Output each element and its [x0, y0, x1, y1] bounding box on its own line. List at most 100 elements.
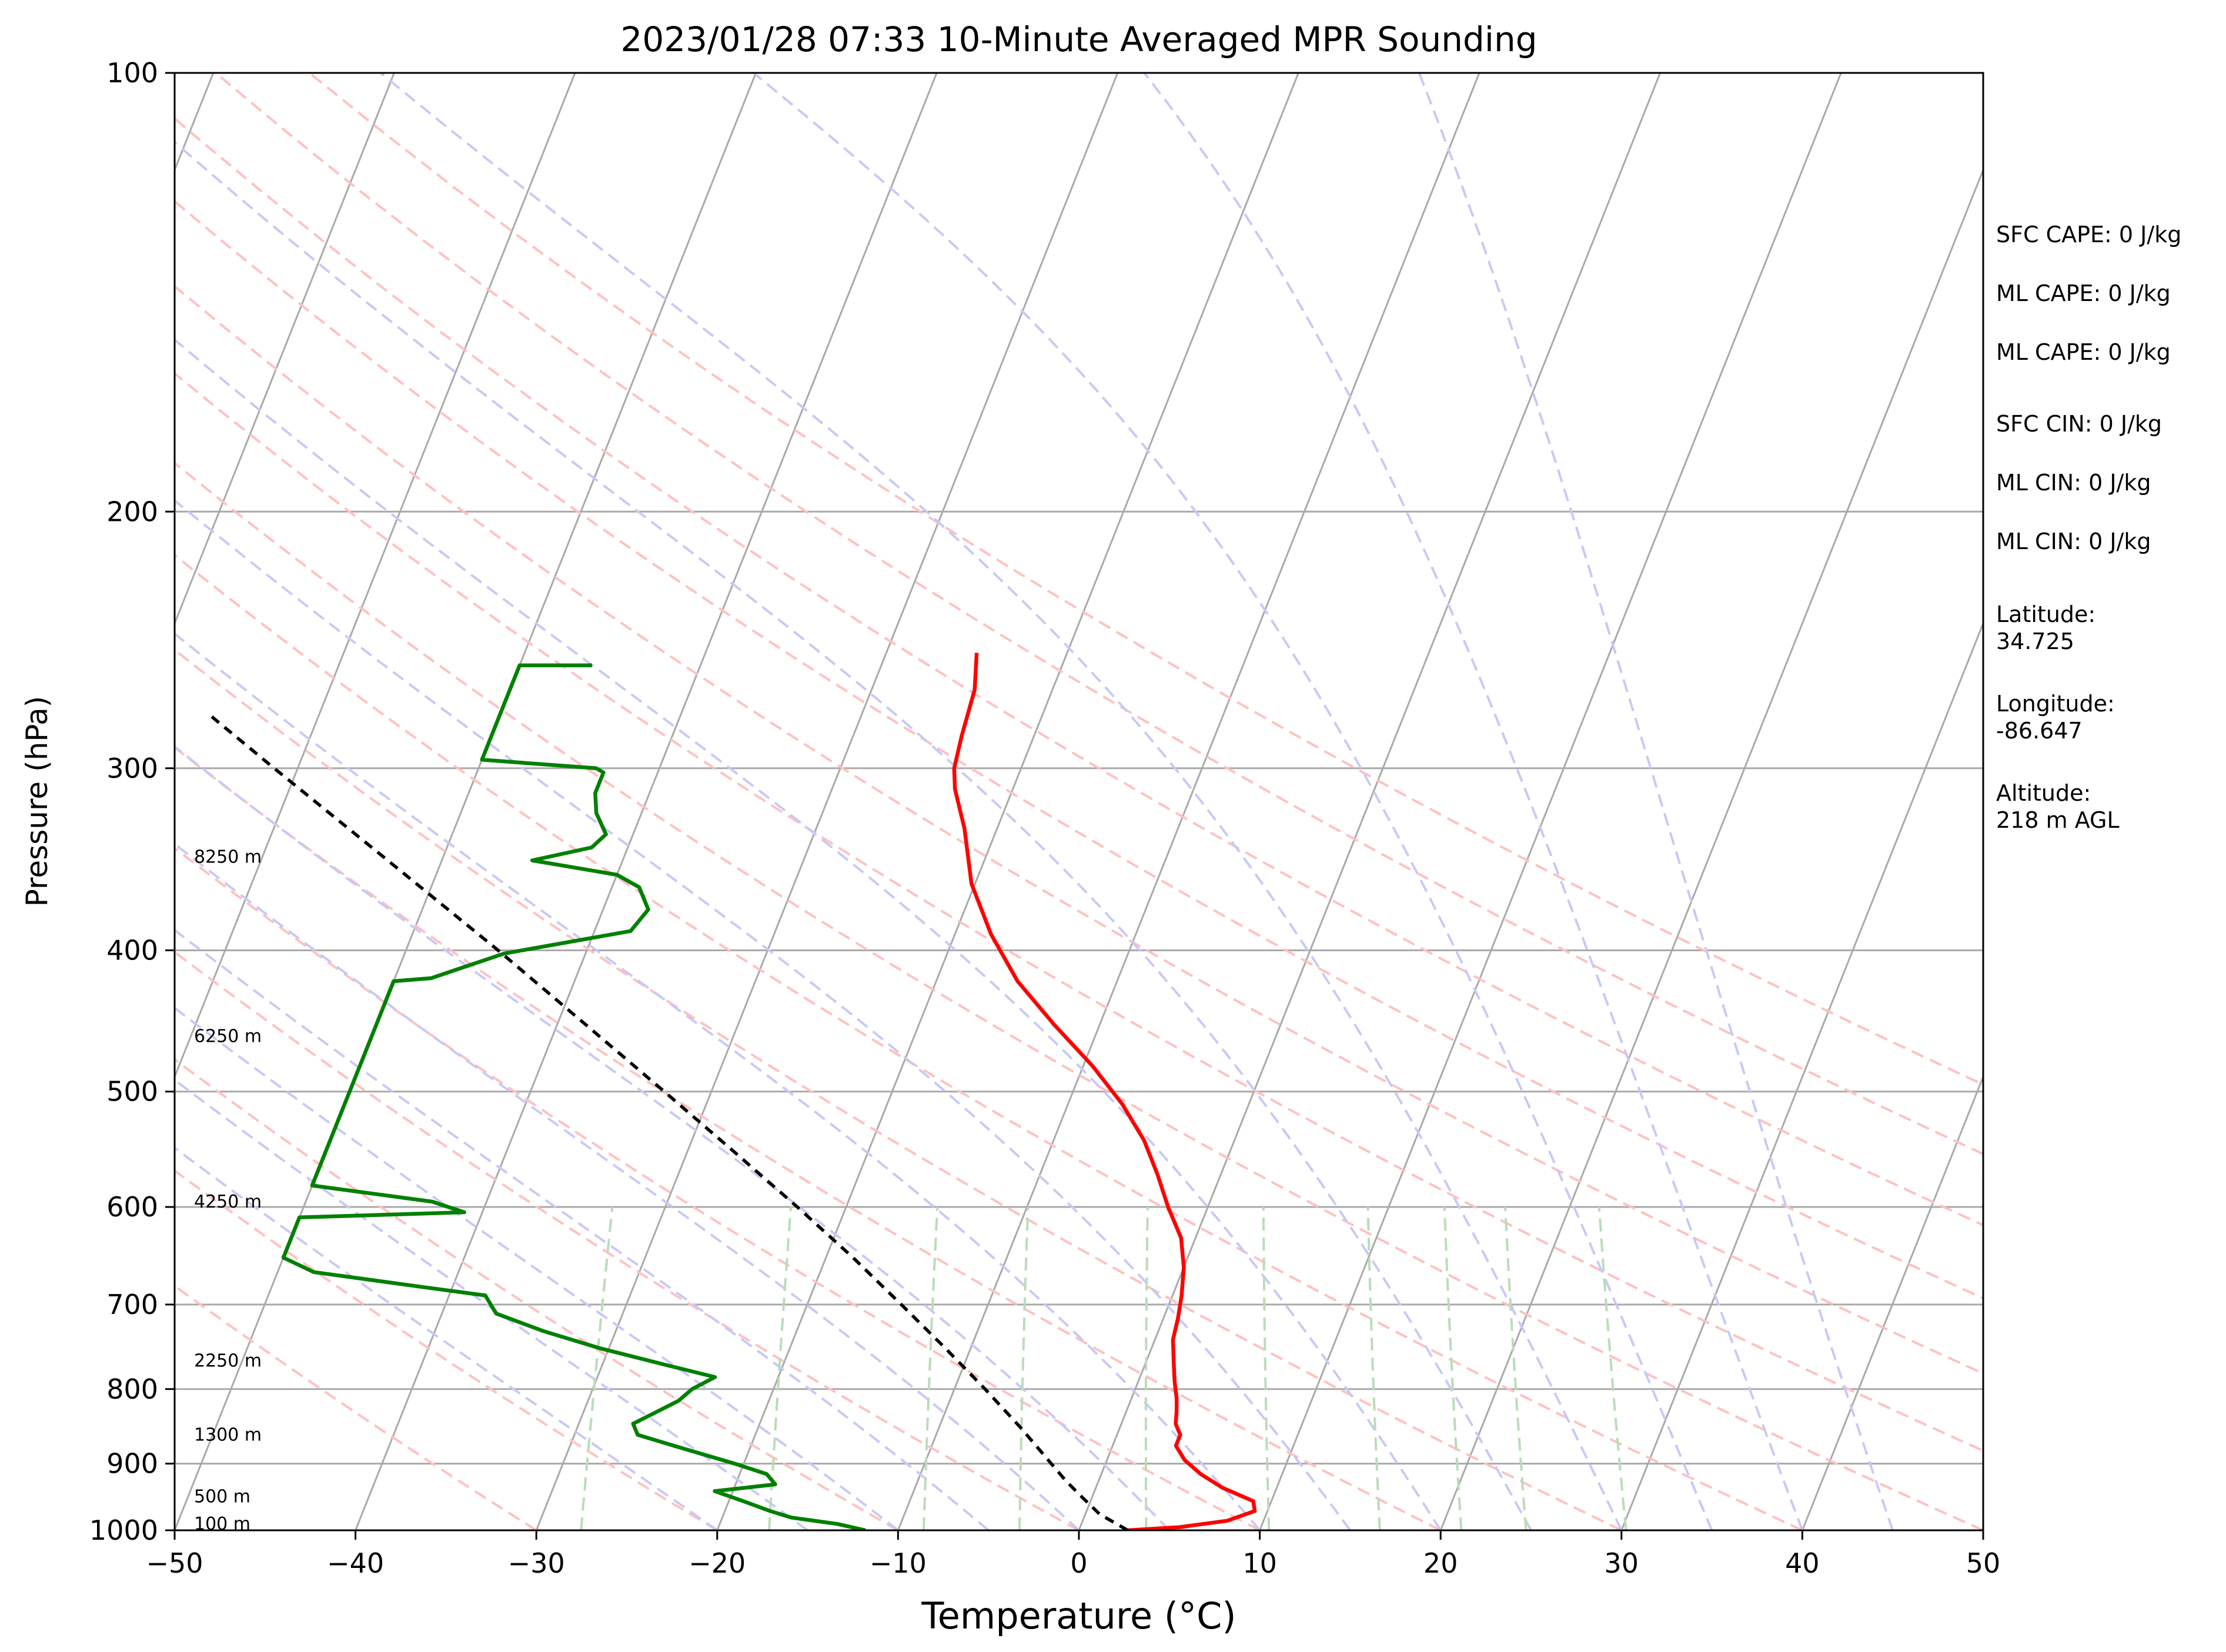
altitude-value: Altitude: 218 m AGL	[1996, 780, 2120, 833]
height-label: 100 m	[194, 1514, 250, 1534]
sfc-cin-value: SFC CIN: 0 J/kg	[1996, 411, 2163, 437]
mixing-ratio-5	[1144, 1206, 1149, 1530]
mixing-ratio-3	[1018, 1206, 1030, 1530]
mixing-ratio-lines	[580, 1206, 1627, 1530]
x-tick-label: 40	[1785, 1547, 1820, 1579]
y-tick-label: 400	[106, 935, 158, 967]
moist-adiabat--10	[175, 1006, 899, 1530]
dry-adiabat--30	[175, 1284, 537, 1530]
parcel-profile-line	[206, 711, 1129, 1530]
x-tick-label: −30	[508, 1547, 565, 1579]
ml-cin-value: ML CIN: 0 J/kg	[1996, 470, 2151, 496]
height-label: 1300 m	[194, 1425, 262, 1446]
moist-adiabat-30	[379, 73, 1623, 1530]
y-tick-label: 700	[106, 1289, 158, 1320]
sfc-cape-value: SFC CAPE: 0 J/kg	[1996, 222, 2182, 248]
x-tick-label: −50	[146, 1547, 203, 1579]
dry-adiabat-110	[308, 73, 1983, 1086]
plot-area: 100 m 500 m 1300 m 2250 m 4250 m 6250 m 8250 m	[175, 73, 1983, 1534]
x-tick-label: −20	[688, 1547, 746, 1579]
moist-adiabat-lines	[175, 73, 1894, 1530]
mixing-ratio-2	[923, 1206, 939, 1530]
longitude-value: Longitude: -86.647	[1996, 691, 2115, 744]
sounding-series	[206, 653, 1257, 1530]
x-tick-label: 50	[1966, 1547, 2001, 1579]
isotherm--40	[355, 73, 938, 1530]
x-tick-label: 0	[1070, 1547, 1087, 1579]
moist-adiabat-5	[175, 745, 1171, 1530]
dry-adiabat-40	[175, 553, 1803, 1530]
chart-title: 2023/01/28 07:33 10-Minute Averaged MPR …	[620, 19, 1537, 59]
y-tick-label: 100	[106, 57, 158, 89]
mixing-ratio-20	[1504, 1206, 1528, 1530]
temperature-line	[952, 653, 1257, 1530]
x-tick-label: 10	[1242, 1547, 1277, 1579]
dry-adiabat-60	[175, 372, 1983, 1452]
height-label: 8250 m	[194, 847, 262, 867]
isotherm-lines	[175, 73, 1983, 1530]
x-tick-label: −40	[327, 1547, 384, 1579]
mixing-ratio-0.4	[580, 1206, 614, 1530]
isotherm-0	[1078, 73, 1662, 1530]
x-axis: −50 −40 −30 −20 −10 0 10 20 30 40 50	[146, 1530, 2000, 1579]
isotherm--20	[716, 73, 1299, 1530]
dry-adiabat-70	[175, 285, 1983, 1375]
dry-adiabat-lines	[175, 73, 1983, 1530]
isotherm--70	[175, 73, 395, 626]
y-tick-label: 1000	[89, 1514, 158, 1546]
y-tick-label: 900	[106, 1448, 158, 1480]
moist-adiabat-35	[753, 73, 1713, 1530]
ml-cin-value-2: ML CIN: 0 J/kg	[1996, 529, 2151, 554]
dry-adiabat-0	[175, 950, 1079, 1530]
moist-adiabat-20	[175, 338, 1442, 1530]
x-tick-label: 20	[1423, 1547, 1458, 1579]
isotherm--10	[897, 73, 1480, 1530]
y-tick-label: 300	[106, 753, 158, 784]
x-axis-label: Temperature (°C)	[921, 1594, 1236, 1637]
dry-adiabat-10	[175, 847, 1261, 1530]
dry-adiabat-90	[175, 116, 1983, 1227]
moist-adiabat-25	[175, 141, 1532, 1530]
mixing-ratio-16	[1443, 1206, 1463, 1530]
y-axis-label: Pressure (hPa)	[20, 696, 54, 907]
y-tick-label: 200	[106, 496, 158, 527]
moist-adiabat--5	[175, 928, 990, 1530]
moist-adiabat-45	[1418, 73, 1894, 1530]
y-axis: 1000 900 800 700 600 500 400 300 200 100	[89, 57, 175, 1546]
y-tick-label: 500	[106, 1076, 158, 1108]
isotherm-40	[1801, 1074, 1983, 1530]
mixing-ratio-8	[1262, 1206, 1271, 1530]
plot-frame	[173, 72, 1984, 1531]
height-label: 2250 m	[194, 1351, 262, 1372]
dry-adiabat-20	[175, 745, 1442, 1530]
dry-adiabat-80	[175, 199, 1983, 1300]
isobar-grid	[175, 73, 1983, 1530]
isotherm--60	[175, 73, 576, 1079]
height-label: 4250 m	[194, 1192, 262, 1212]
moist-adiabat--20	[175, 1146, 718, 1530]
mixing-ratio-12	[1366, 1206, 1381, 1530]
dry-adiabat--10	[175, 1058, 899, 1530]
isotherm--50	[175, 73, 757, 1530]
isotherm--30	[535, 73, 1119, 1530]
x-tick-label: 30	[1605, 1547, 1639, 1579]
x-tick-label: −10	[870, 1547, 927, 1579]
isotherm-20	[1439, 168, 1983, 1530]
y-tick-label: 600	[106, 1191, 158, 1223]
height-labels: 100 m 500 m 1300 m 2250 m 4250 m 6250 m 8250 m	[194, 847, 262, 1534]
height-label: 500 m	[194, 1487, 250, 1507]
dry-adiabat-30	[175, 648, 1622, 1530]
dry-adiabat-100	[215, 73, 1983, 1156]
dewpoint-line	[281, 663, 866, 1530]
latitude-value: Latitude: 34.725	[1996, 601, 2096, 654]
y-tick-label: 800	[106, 1373, 158, 1405]
ml-cape-value-2: ML CAPE: 0 J/kg	[1996, 339, 2171, 365]
moist-adiabat-15	[175, 499, 1352, 1530]
moist-adiabat-10	[175, 632, 1261, 1530]
mixing-ratio-28	[1597, 1206, 1627, 1530]
height-label: 6250 m	[194, 1026, 262, 1046]
isotherm-30	[1620, 621, 1983, 1530]
dry-adiabat-50	[175, 461, 1983, 1530]
ml-cape-value: ML CAPE: 0 J/kg	[1996, 280, 2171, 306]
